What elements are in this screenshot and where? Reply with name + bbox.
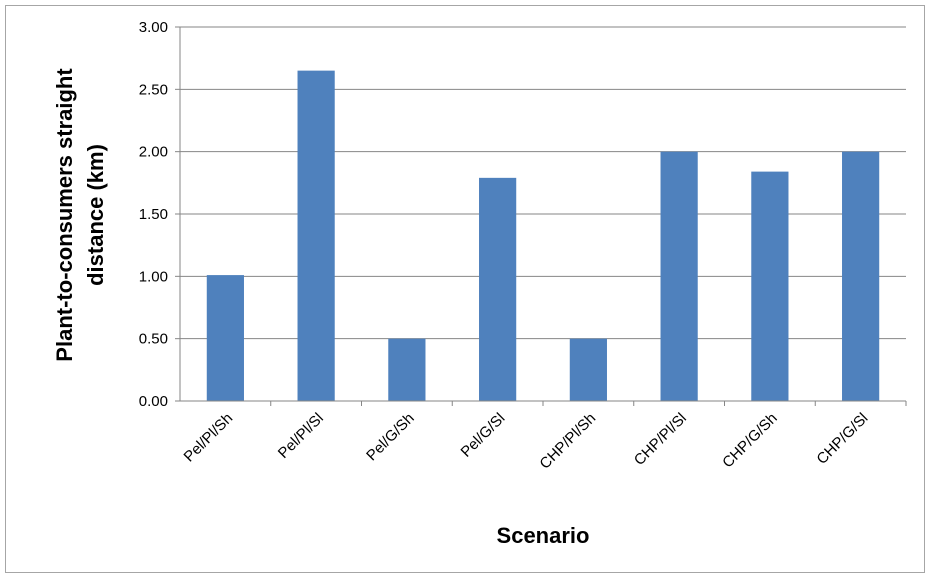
- y-tick-label-0: 0.00: [139, 393, 168, 410]
- y-tick-label-6: 3.00: [139, 19, 168, 36]
- y-axis-title-line2: distance (km): [83, 144, 108, 286]
- bar-chp-g-sh: [751, 171, 789, 401]
- x-tick-labels: Pel/Pl/Sh Pel/Pl/Sl Pel/G/Sh Pel/G/Sl CHP/Pl…: [181, 401, 907, 473]
- y-tick-label-2: 1.00: [139, 268, 168, 285]
- x-tick-label-6: CHP/G/Sh: [719, 410, 781, 472]
- x-tick-label-7: CHP/G/Sl: [813, 410, 871, 468]
- x-tick-label-5: CHP/Pl/Sl: [631, 410, 690, 469]
- y-tick-label-1: 0.50: [139, 331, 168, 348]
- x-axis-title: Scenario: [497, 523, 590, 548]
- x-tick-label-1: Pel/Pl/Sl: [275, 410, 327, 462]
- x-tick-label-2: Pel/G/Sh: [363, 410, 417, 464]
- bar-pel-g-sl: [479, 177, 517, 401]
- y-tick-label-4: 2.00: [139, 144, 168, 161]
- bar-pel-pl-sh: [206, 275, 244, 401]
- bar-chp-g-sl: [842, 151, 880, 401]
- gridlines: [180, 26, 906, 340]
- bar-pel-g-sh: [388, 338, 426, 401]
- y-tick-labels: 0.00 0.50 1.00 1.50 2.00 2.50 3.00: [139, 19, 180, 410]
- x-tick-label-0: Pel/Pl/Sh: [181, 410, 237, 466]
- x-tick-label-4: CHP/Pl/Sh: [536, 410, 599, 473]
- bars: [206, 70, 880, 401]
- bar-chp-pl-sl: [660, 151, 698, 401]
- bar-pel-pl-sl: [297, 70, 335, 401]
- x-tick-label-3: Pel/G/Sl: [458, 410, 509, 461]
- bar-chp-pl-sh: [569, 338, 607, 401]
- y-axis-title-line1: Plant-to-consumers straight: [52, 68, 77, 362]
- y-tick-label-3: 1.50: [139, 206, 168, 223]
- y-tick-label-5: 2.50: [139, 81, 168, 98]
